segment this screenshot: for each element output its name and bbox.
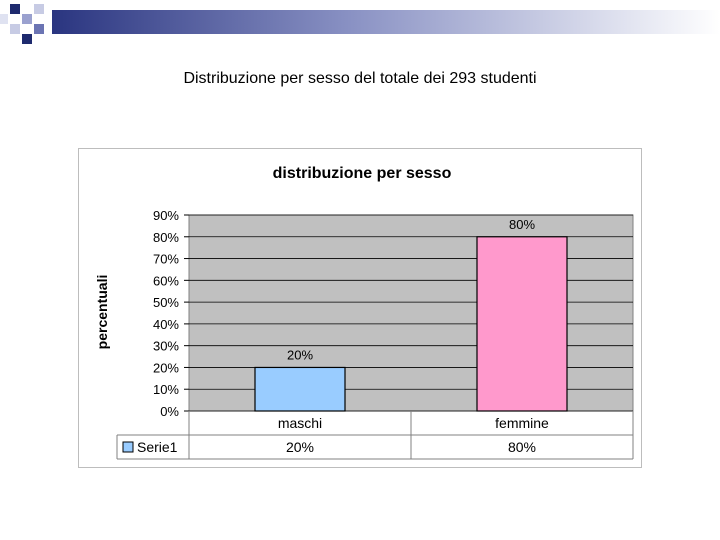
chart-frame: distribuzione per sesso percentuali 0% 10… [78, 148, 642, 468]
data-label: 20% [287, 347, 313, 362]
y-tick-label: 90% [153, 208, 179, 223]
y-tick-label: 0% [160, 404, 179, 419]
y-axis-label: percentuali [94, 275, 110, 350]
header-decoration [0, 4, 720, 44]
chart-title: distribuzione per sesso [273, 165, 452, 182]
y-tick-label: 50% [153, 295, 179, 310]
y-tick-label: 30% [153, 339, 179, 354]
x-category-label: femmine [495, 415, 549, 431]
table-value: 20% [286, 439, 314, 455]
y-tick-label: 70% [153, 252, 179, 267]
y-tick-label: 20% [153, 360, 179, 375]
x-category-label: maschi [278, 415, 322, 431]
y-tick-label: 60% [153, 273, 179, 288]
slide-title: Distribuzione per sesso del totale dei 2… [183, 70, 537, 87]
bar-chart: distribuzione per sesso percentuali 0% 10… [94, 165, 634, 460]
y-tick-label: 40% [153, 317, 179, 332]
data-label: 80% [509, 217, 535, 232]
y-tick-label: 80% [153, 230, 179, 245]
y-tick-label: 10% [153, 382, 179, 397]
table-value: 80% [508, 439, 536, 455]
bar-femmine [476, 236, 568, 412]
legend-label: Serie1 [137, 439, 178, 455]
legend-key [122, 441, 134, 453]
bar-maschi [254, 366, 346, 412]
